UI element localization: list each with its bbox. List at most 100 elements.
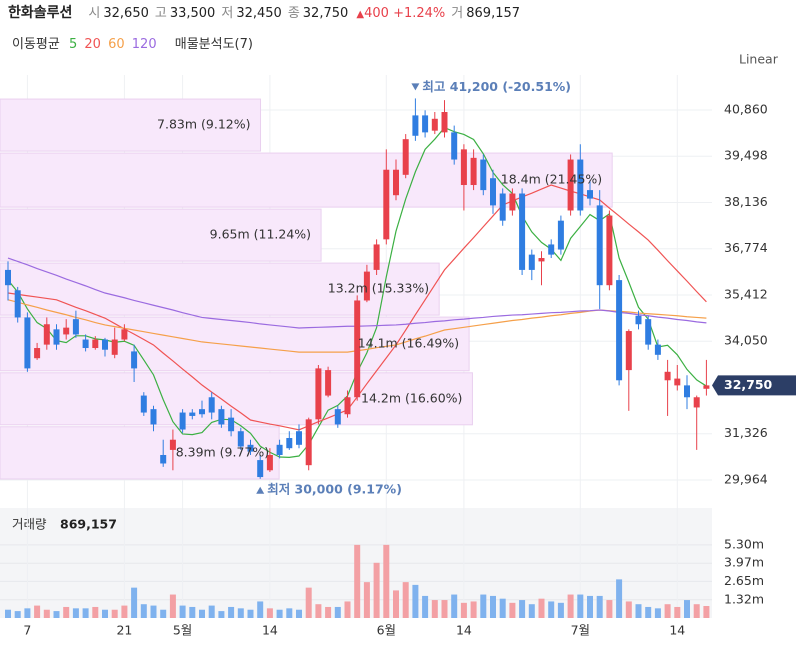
- candle-body: [373, 244, 380, 270]
- candle-body: [121, 329, 128, 340]
- candle-body: [587, 190, 593, 199]
- x-tick-label: 14: [456, 623, 472, 638]
- volume-bar: [325, 606, 332, 618]
- candle-body: [557, 220, 564, 250]
- volume-bar: [490, 595, 496, 618]
- volume-bar: [43, 609, 50, 618]
- legend-entry[interactable]: 5: [68, 37, 78, 52]
- volume-bar: [160, 609, 167, 618]
- candle-body: [53, 329, 60, 345]
- change-pct: +1.24%: [393, 6, 446, 21]
- x-tick-label: 6월: [377, 623, 396, 638]
- candle-body: [189, 412, 196, 416]
- volume-profile-bar: [0, 208, 322, 262]
- candle-body: [538, 258, 545, 262]
- volume-bar: [684, 600, 690, 618]
- candle-body: [14, 290, 21, 318]
- candle-body: [490, 178, 496, 206]
- candle-body: [635, 315, 642, 325]
- candle-body: [645, 319, 652, 345]
- volume-bar: [373, 562, 380, 618]
- quote-value: 32,450: [236, 6, 282, 21]
- volume-bar: [509, 602, 516, 618]
- candle-body: [383, 169, 390, 240]
- volume-bar: [63, 606, 70, 618]
- x-tick-label: 7: [23, 623, 31, 638]
- candle-body: [228, 417, 235, 432]
- volume-bar: [14, 611, 21, 618]
- candle-body: [451, 132, 458, 160]
- candle-body: [577, 159, 584, 211]
- quote-value: 32,650: [103, 6, 149, 21]
- volume-bar: [402, 582, 409, 618]
- quote-label: 시: [88, 6, 101, 21]
- candle-body: [509, 193, 516, 211]
- volume-bar: [34, 605, 41, 618]
- candle-body: [102, 339, 108, 350]
- candle-body: [606, 215, 613, 286]
- volume-bar: [208, 605, 215, 618]
- volume-bar: [596, 595, 603, 618]
- y-tick-label: 31,326: [724, 425, 768, 440]
- volume-bar: [557, 602, 564, 618]
- candle-body: [63, 327, 70, 335]
- volume-bar: [102, 609, 108, 618]
- volume-bar: [199, 609, 205, 618]
- volume-bar: [82, 608, 89, 618]
- volume-bar: [674, 606, 681, 618]
- quote-value: 32,750: [302, 6, 349, 21]
- volume-tick-label: 1.32m: [724, 591, 764, 606]
- x-tick-label: 7월: [571, 623, 590, 638]
- volume-bar: [92, 606, 99, 618]
- stock-name: 한화솔루션: [8, 5, 73, 21]
- volume-profile-bar: [0, 98, 262, 152]
- volume-bar: [266, 608, 273, 618]
- volume-bar: [286, 608, 293, 618]
- low-marker-arrow: [256, 486, 265, 494]
- y-tick-label: 34,050: [724, 333, 768, 348]
- candle-body: [24, 317, 31, 369]
- volume-bar: [296, 609, 302, 618]
- y-tick-label: 38,136: [724, 194, 768, 209]
- legend-entry[interactable]: 매물분석도(7): [174, 37, 253, 52]
- candle-body: [92, 339, 99, 349]
- candle-body: [305, 419, 312, 466]
- candle-body: [208, 397, 215, 413]
- volume-profile-label: 9.65m (11.24%): [210, 227, 311, 242]
- volume-bar: [354, 544, 361, 618]
- scale-toggle[interactable]: Linear: [739, 52, 779, 67]
- y-tick-label: 36,774: [724, 240, 768, 255]
- volume-bar: [189, 606, 196, 618]
- volume-bar: [422, 595, 429, 618]
- volume-bar: [247, 609, 254, 618]
- volume-bar: [121, 605, 128, 618]
- volume-bar: [53, 611, 60, 618]
- volume-bar: [334, 606, 341, 618]
- price-tag-label: 32,750: [724, 377, 773, 392]
- volume-bar: [218, 611, 225, 618]
- candle-body: [199, 409, 205, 415]
- volume-bar: [441, 600, 448, 618]
- volume-bar: [412, 584, 419, 618]
- volume-bar: [237, 608, 244, 618]
- legend-entry[interactable]: 120: [131, 37, 157, 52]
- volume-bar: [480, 594, 487, 618]
- volume-profile-bar: [0, 372, 473, 426]
- candle-body: [344, 397, 351, 415]
- volume-profile-label: 14.2m (16.60%): [361, 390, 462, 405]
- candle-body: [528, 254, 535, 270]
- volume-bar: [276, 609, 283, 618]
- volume-bar: [179, 605, 186, 618]
- candle-body: [664, 371, 671, 381]
- legend-entry[interactable]: 60: [108, 37, 125, 52]
- candle-body: [431, 118, 438, 131]
- volume-bar: [24, 608, 31, 618]
- volume-bar: [470, 601, 477, 618]
- volume-bar: [703, 606, 710, 618]
- volume-tick-label: 5.30m: [724, 536, 764, 551]
- legend-entry[interactable]: 20: [84, 37, 101, 52]
- candle-body: [422, 115, 429, 133]
- candle-body: [567, 159, 574, 211]
- volume-bar: [140, 604, 147, 618]
